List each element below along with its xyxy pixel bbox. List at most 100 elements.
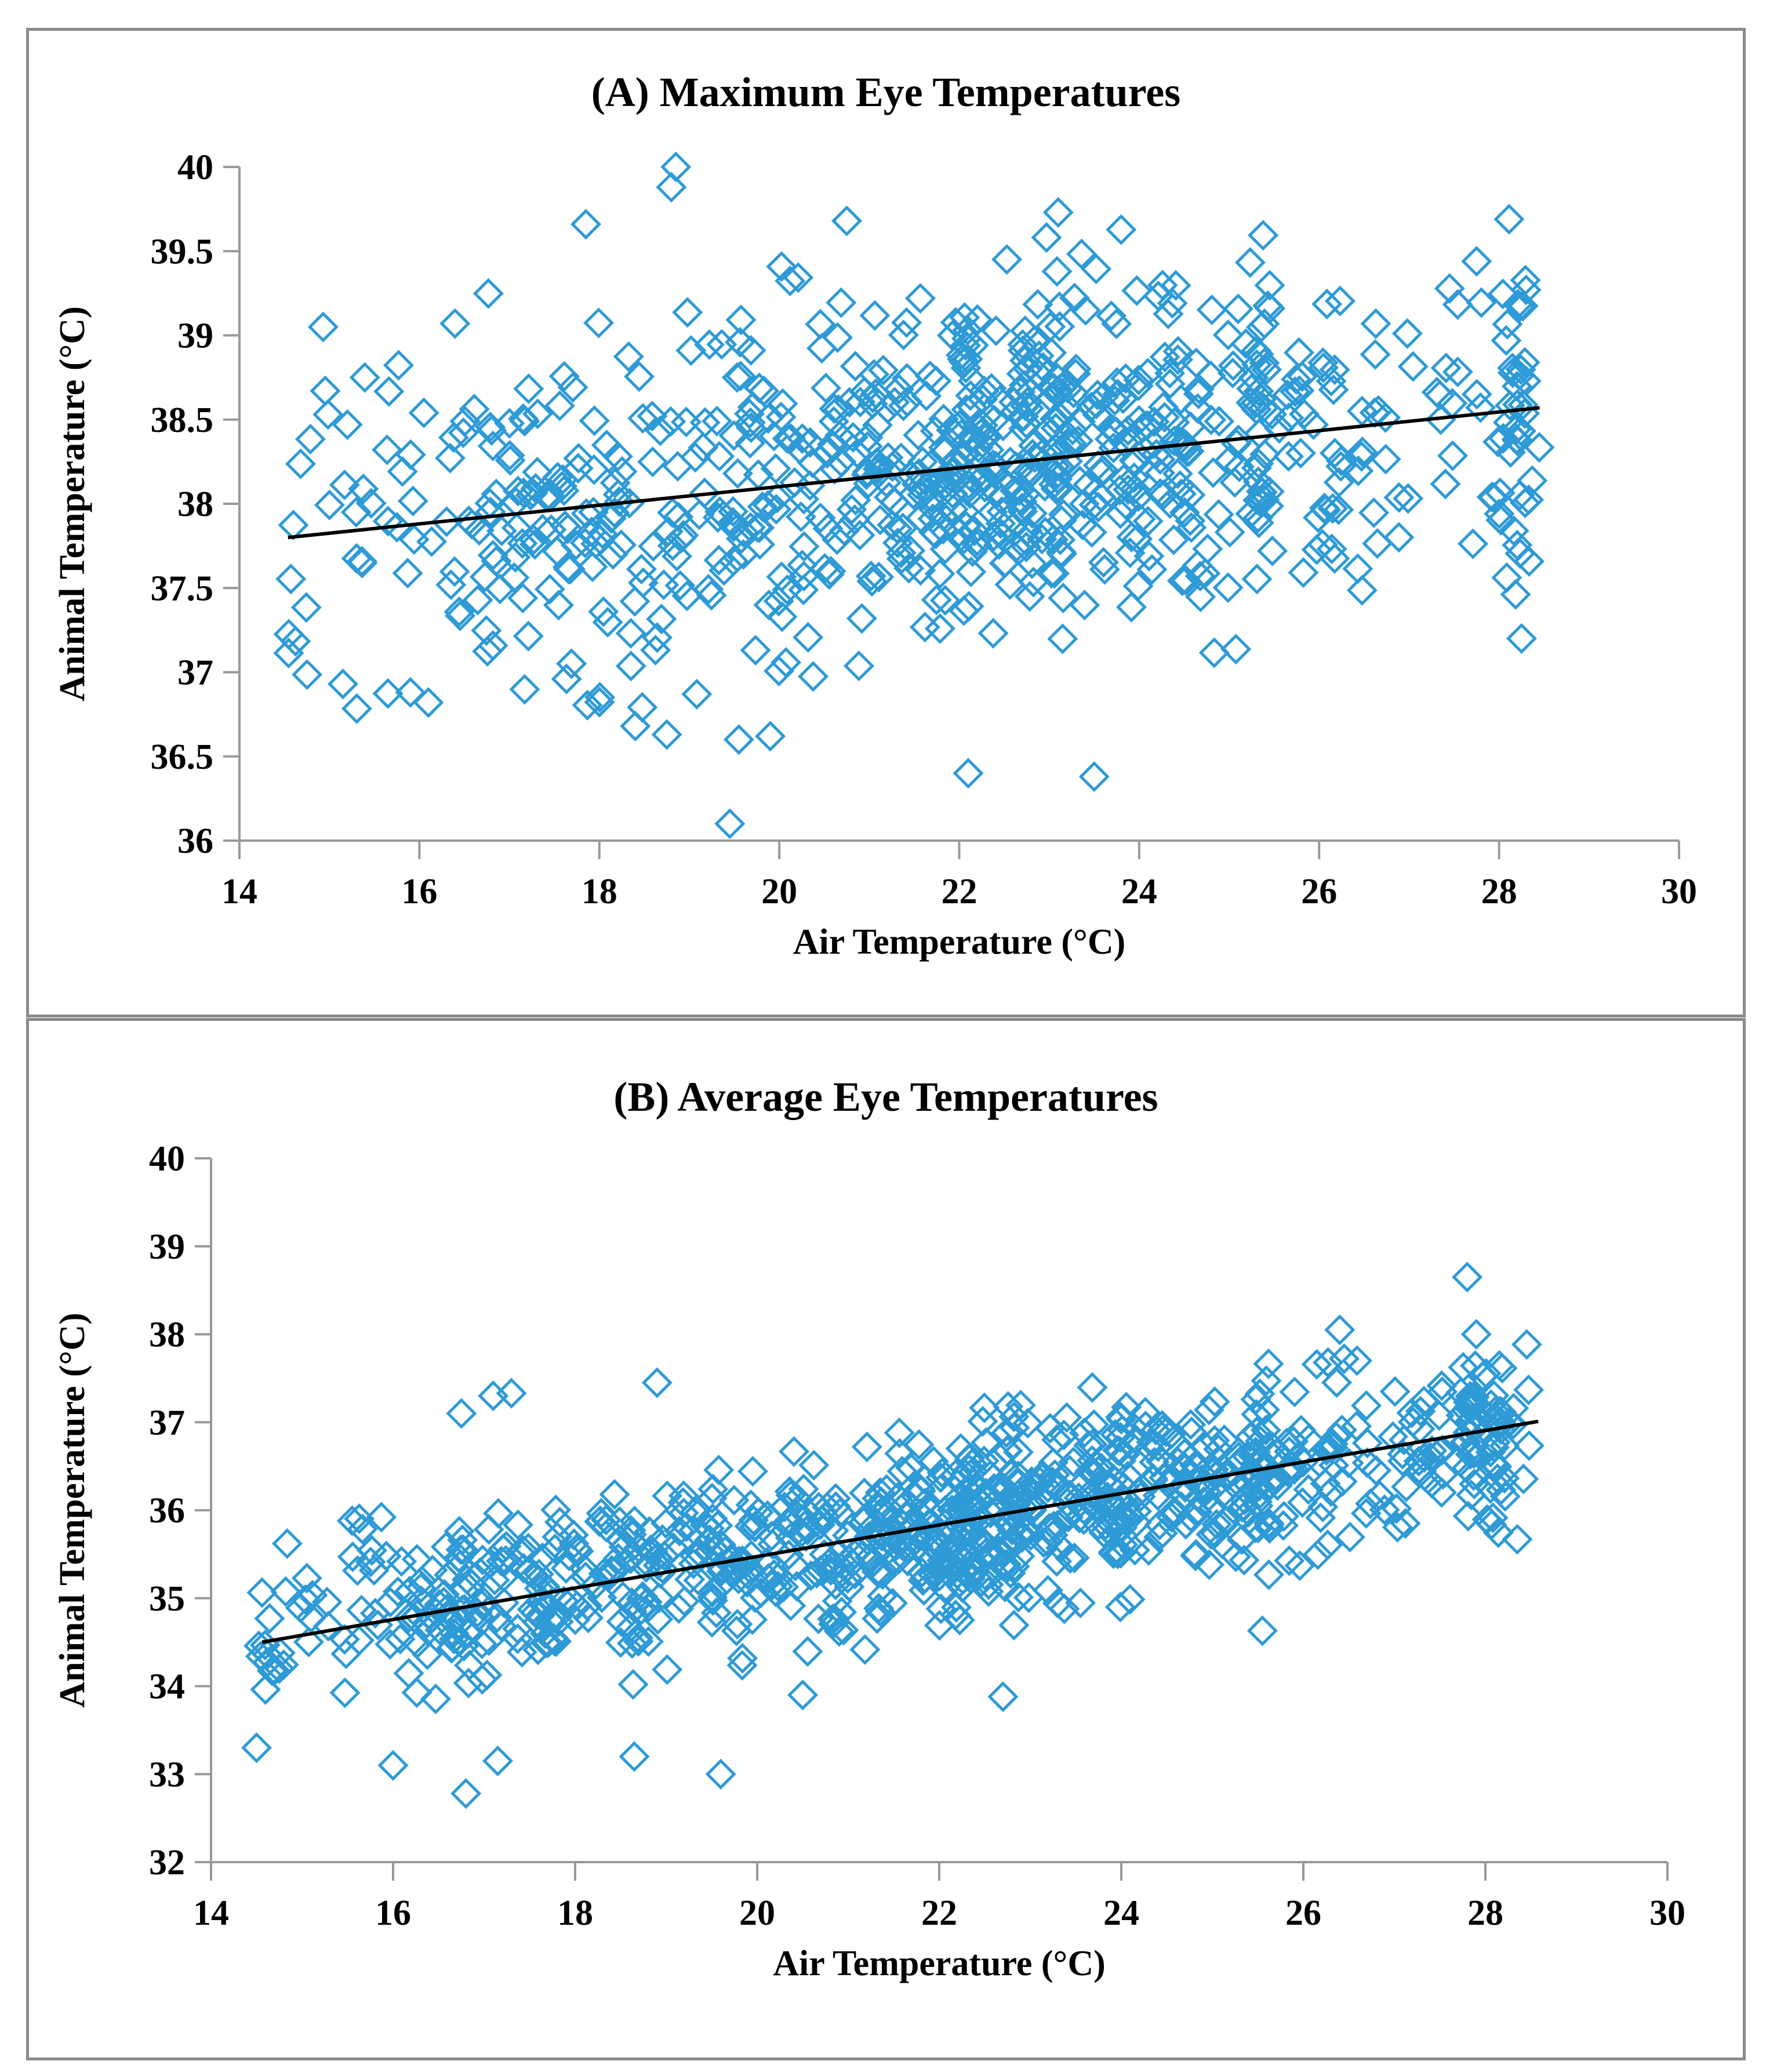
- data-point-marker: [1076, 517, 1107, 548]
- data-points: [273, 151, 1555, 839]
- data-point-marker: [839, 1558, 870, 1590]
- data-point-marker: [957, 1448, 988, 1480]
- data-point-marker: [1465, 392, 1496, 423]
- data-point-marker: [862, 453, 893, 485]
- data-point-marker: [704, 496, 736, 528]
- data-point-marker: [1405, 1395, 1436, 1427]
- data-point-marker: [877, 1587, 908, 1619]
- data-point-marker: [1016, 548, 1048, 579]
- data-point-marker: [295, 1602, 326, 1634]
- data-point-marker: [1485, 504, 1517, 536]
- data-point-marker: [523, 1558, 555, 1590]
- data-point-marker: [1247, 1615, 1278, 1646]
- data-point-marker: [1437, 440, 1469, 471]
- data-point-marker: [1476, 1389, 1507, 1420]
- data-point-marker: [623, 361, 655, 392]
- data-point-marker: [1044, 291, 1075, 322]
- data-point-marker: [1415, 1441, 1446, 1473]
- data-point-marker: [340, 496, 372, 528]
- data-point-marker: [947, 1542, 978, 1573]
- x-tick-label: 24: [1121, 872, 1157, 911]
- data-point-marker: [1321, 1367, 1353, 1398]
- data-point-marker: [1513, 1430, 1545, 1462]
- data-point-marker: [840, 485, 871, 516]
- data-point-marker: [697, 1582, 728, 1613]
- data-point-marker: [495, 445, 526, 476]
- data-points: [241, 1262, 1545, 1809]
- data-point-marker: [944, 1604, 975, 1636]
- data-point-marker: [330, 1638, 362, 1670]
- data-point-marker: [683, 1565, 714, 1596]
- data-point-marker: [978, 449, 1009, 481]
- data-point-marker: [829, 515, 860, 547]
- data-point-marker: [539, 1533, 571, 1565]
- data-point-marker: [710, 1535, 741, 1566]
- data-point-marker: [1497, 357, 1528, 388]
- data-point-marker: [1002, 1460, 1034, 1492]
- data-point-marker: [290, 592, 322, 623]
- data-point-marker: [548, 361, 580, 392]
- data-point-marker: [1144, 1509, 1175, 1540]
- data-point-marker: [1494, 390, 1526, 421]
- data-point-marker: [819, 393, 850, 424]
- x-tick-label: 24: [1103, 1893, 1139, 1933]
- y-tick-label: 39: [177, 317, 213, 356]
- data-point-marker: [1078, 1409, 1110, 1440]
- data-point-marker: [1045, 524, 1076, 555]
- data-point-marker: [1054, 1480, 1086, 1511]
- data-point-marker: [1019, 325, 1050, 357]
- data-point-marker: [431, 506, 462, 537]
- data-point-marker: [1281, 363, 1312, 395]
- data-point-marker: [1046, 538, 1077, 569]
- data-point-marker: [398, 524, 430, 555]
- data-point-marker: [732, 1559, 764, 1590]
- data-point-marker: [1510, 264, 1541, 296]
- data-point-marker: [1032, 1526, 1063, 1557]
- data-point-marker: [1064, 466, 1095, 497]
- data-point-marker: [1245, 1425, 1276, 1456]
- data-point-marker: [662, 450, 693, 482]
- data-point-marker: [448, 1575, 479, 1606]
- data-point-marker: [792, 1636, 823, 1667]
- data-point-marker: [788, 484, 820, 515]
- data-point-marker: [1035, 311, 1066, 343]
- data-point-marker: [1430, 468, 1461, 500]
- data-point-marker: [950, 330, 982, 361]
- data-point-marker: [588, 596, 619, 627]
- data-point-marker: [1195, 360, 1226, 391]
- data-point-marker: [998, 1401, 1030, 1433]
- data-point-marker: [740, 634, 771, 666]
- data-point-marker: [651, 719, 682, 750]
- data-point-marker: [664, 1515, 695, 1547]
- data-point-marker: [1201, 1508, 1232, 1540]
- data-point-marker: [1047, 623, 1078, 655]
- data-point-marker: [878, 1529, 910, 1561]
- data-point-marker: [1249, 439, 1281, 470]
- data-point-marker: [1053, 1502, 1084, 1533]
- data-point-marker: [1055, 1543, 1086, 1574]
- data-point-marker: [1109, 1439, 1140, 1470]
- data-point-marker: [1096, 300, 1127, 332]
- data-point-marker: [1240, 1513, 1271, 1544]
- data-point-marker: [1379, 1376, 1411, 1407]
- x-axis-title: Air Temperature (°C): [793, 922, 1126, 962]
- data-point-marker: [768, 1571, 800, 1602]
- data-point-marker: [1426, 1477, 1458, 1508]
- data-point-marker: [844, 519, 875, 551]
- data-point-marker: [1482, 1463, 1513, 1495]
- data-point-marker: [793, 621, 824, 653]
- data-point-marker: [447, 1534, 478, 1565]
- data-point-marker: [464, 1557, 496, 1588]
- data-point-marker: [1506, 623, 1537, 654]
- data-point-marker: [614, 1613, 645, 1644]
- data-point-marker: [1513, 546, 1545, 577]
- data-point-marker: [1088, 382, 1119, 413]
- data-point-marker: [737, 391, 768, 423]
- data-point-marker: [1040, 451, 1071, 482]
- data-point-marker: [1293, 1474, 1324, 1505]
- data-point-marker: [1214, 517, 1245, 548]
- data-point-marker: [736, 1540, 767, 1571]
- data-point-marker: [1243, 448, 1274, 479]
- data-point-marker: [444, 1550, 475, 1581]
